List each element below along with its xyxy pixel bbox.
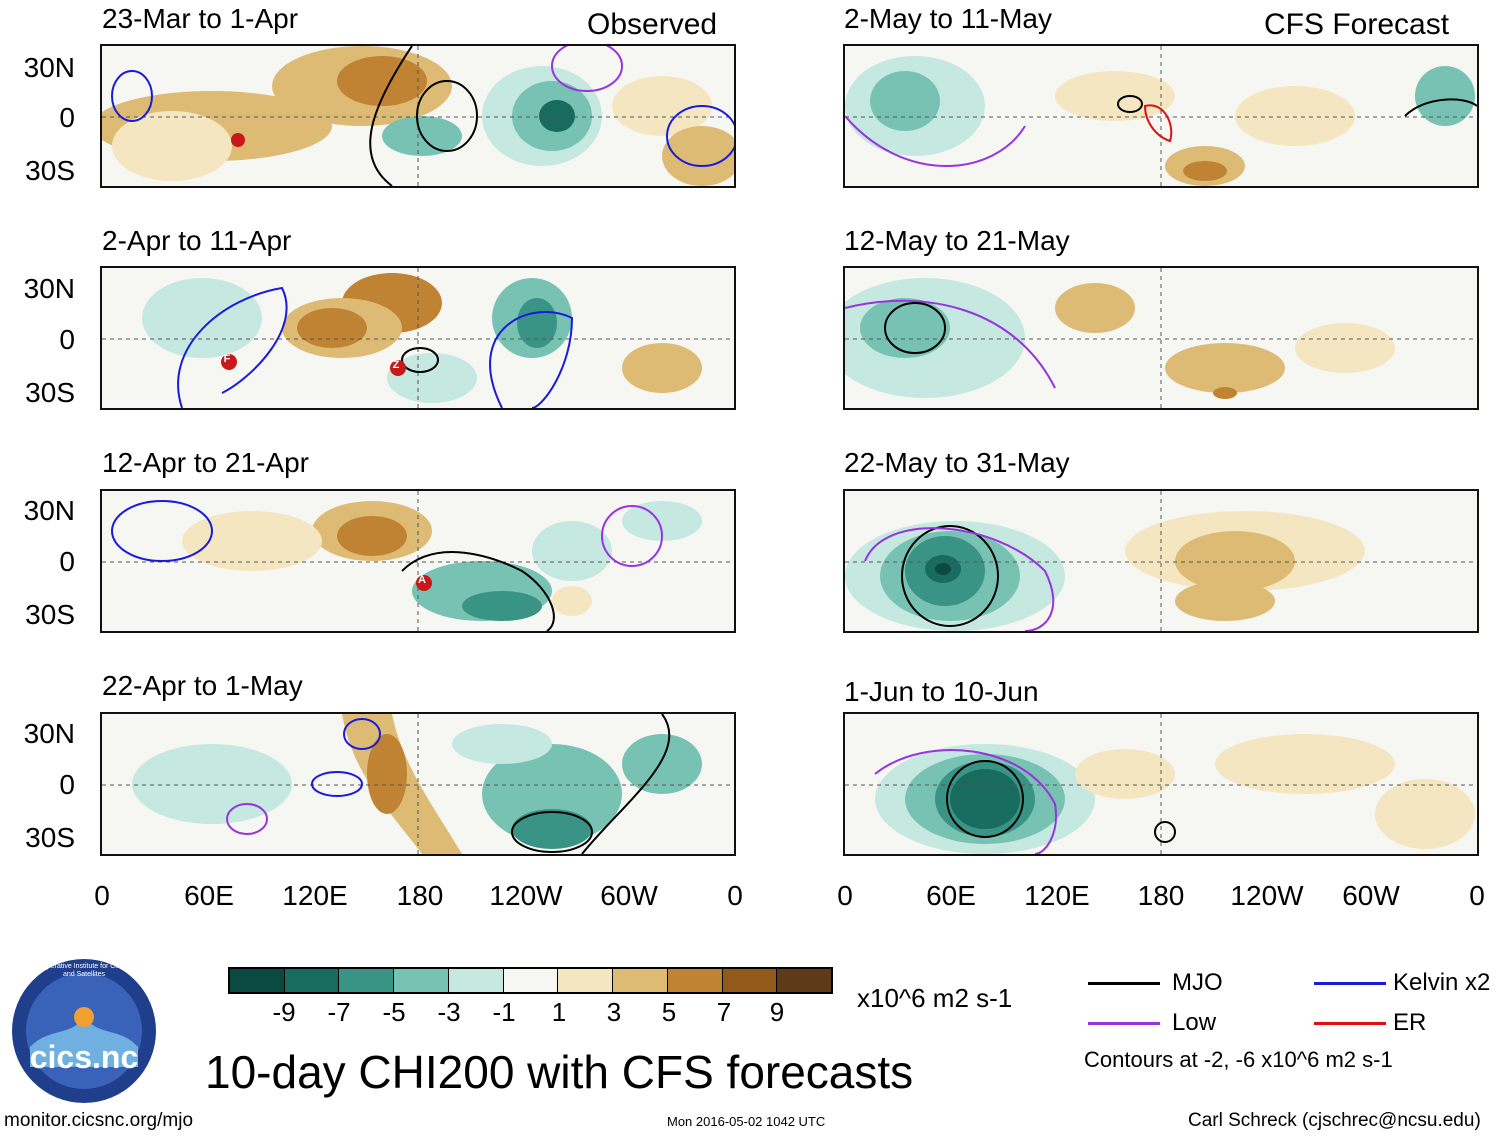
lon-label-60e: 60E <box>926 880 976 911</box>
map-panel-obs-4 <box>100 712 736 856</box>
tc-marker-dot <box>231 133 245 147</box>
legend-line-mjo <box>1088 982 1160 985</box>
colorbar-swatch <box>284 969 340 992</box>
colorbar-swatch <box>777 969 832 992</box>
legend-label-kelvin: Kelvin x2 <box>1393 969 1491 996</box>
colorbar-label: 3 <box>606 997 622 1027</box>
lon-label-0-end: 0 <box>1469 880 1485 911</box>
legend-line-kelvin <box>1314 982 1386 985</box>
colorbar-swatch <box>503 969 559 992</box>
colorbar-label: -5 <box>382 997 406 1027</box>
legend-label-er: ER <box>1393 1009 1427 1036</box>
panel-title-obs-3: 12-Apr to 21-Apr <box>102 447 309 478</box>
observed-label: Observed <box>587 8 718 41</box>
lon-label-0: 0 <box>837 880 853 911</box>
colorbar-swatch <box>230 969 285 992</box>
colorbar-swatch <box>613 969 668 992</box>
colorbar-units: x10^6 m2 s-1 <box>857 983 1013 1013</box>
lon-label-60e: 60E <box>184 880 234 911</box>
footer-timestamp: Mon 2016-05-02 1042 UTC <box>667 1114 826 1129</box>
colorbar-swatches <box>230 969 832 992</box>
forecast-label: CFS Forecast <box>1264 8 1450 41</box>
colorbar-swatch <box>722 969 778 992</box>
map-panel-fc-4 <box>843 712 1479 856</box>
lat-label-30n: 30N <box>23 52 75 83</box>
legend-label-low: Low <box>1172 1009 1217 1036</box>
lon-label-120e: 120E <box>282 880 348 911</box>
lat-label-30s: 30S <box>25 822 75 853</box>
lat-label-30n: 30N <box>23 273 75 304</box>
colorbar-label: -9 <box>272 997 296 1027</box>
colorbar-label: -3 <box>437 997 461 1027</box>
colorbar-label: -1 <box>492 997 516 1027</box>
map-panel-fc-1 <box>843 44 1479 188</box>
footer-author: Carl Schreck (cjschrec@ncsu.edu) <box>1188 1110 1481 1131</box>
map-panel-obs-3 <box>100 489 736 633</box>
lat-label-30n: 30N <box>23 718 75 749</box>
panel-title-obs-2: 2-Apr to 11-Apr <box>102 225 292 256</box>
lat-label-eq: 0 <box>59 324 75 355</box>
panel-title-fc-1: 2-May to 11-May <box>844 3 1052 34</box>
map-panel-fc-2 <box>843 266 1479 410</box>
tc-marker-label: F <box>223 353 231 365</box>
logo-ring-text: Cooperative Institute for Climate and Sa… <box>34 963 134 978</box>
colorbar-swatch <box>394 969 449 992</box>
panel-title-fc-3: 22-May to 31-May <box>844 447 1070 478</box>
lat-label-30s: 30S <box>25 155 75 186</box>
footer-url[interactable]: monitor.cicsnc.org/mjo <box>4 1110 194 1131</box>
panel-title-obs-4: 22-Apr to 1-May <box>102 670 303 701</box>
lat-label-30s: 30S <box>25 377 75 408</box>
lat-label-eq: 0 <box>59 102 75 133</box>
tc-marker-label: A <box>418 574 426 586</box>
lon-label-0: 0 <box>94 880 110 911</box>
colorbar-label: -7 <box>327 997 351 1027</box>
lat-label-eq: 0 <box>59 769 75 800</box>
colorbar-label: 5 <box>661 997 677 1027</box>
lon-label-180: 180 <box>1137 880 1185 911</box>
map-panel-obs-2 <box>100 266 736 410</box>
logo-text: cics.nc <box>29 1039 139 1075</box>
lon-label-180: 180 <box>396 880 444 911</box>
colorbar <box>228 967 833 994</box>
legend-line-low <box>1088 1022 1160 1025</box>
lat-label-30n: 30N <box>23 495 75 526</box>
panel-title-obs-1: 23-Mar to 1-Apr <box>102 3 299 34</box>
lat-label-eq: 0 <box>59 546 75 577</box>
colorbar-swatch <box>339 969 395 992</box>
cics-logo: cics.nc Cooperative Institute for Climat… <box>10 957 158 1105</box>
panel-title-fc-2: 12-May to 21-May <box>844 225 1070 256</box>
colorbar-swatch <box>667 969 723 992</box>
lon-label-0-end: 0 <box>727 880 743 911</box>
legend-label-mjo: MJO <box>1172 969 1223 996</box>
lon-label-60w: 60W <box>1342 880 1400 911</box>
contours-note: Contours at -2, -6 x10^6 m2 s-1 <box>1084 1047 1393 1072</box>
lon-label-120e: 120E <box>1024 880 1090 911</box>
lat-label-30s: 30S <box>25 599 75 630</box>
colorbar-swatch <box>448 969 504 992</box>
colorbar-label: 1 <box>551 997 567 1027</box>
map-panel-obs-1 <box>100 44 736 188</box>
legend-line-er <box>1314 1022 1386 1025</box>
lon-label-60w: 60W <box>600 880 658 911</box>
colorbar-label: 9 <box>769 997 785 1027</box>
lon-label-120w: 120W <box>1230 880 1304 911</box>
colorbar-label: 7 <box>716 997 732 1027</box>
main-title: 10-day CHI200 with CFS forecasts <box>205 1046 914 1098</box>
tc-marker-label: Z <box>392 359 400 371</box>
colorbar-swatch <box>558 969 614 992</box>
lon-label-120w: 120W <box>489 880 563 911</box>
panel-title-fc-4: 1-Jun to 10-Jun <box>844 676 1039 707</box>
map-panel-fc-3 <box>843 489 1479 633</box>
